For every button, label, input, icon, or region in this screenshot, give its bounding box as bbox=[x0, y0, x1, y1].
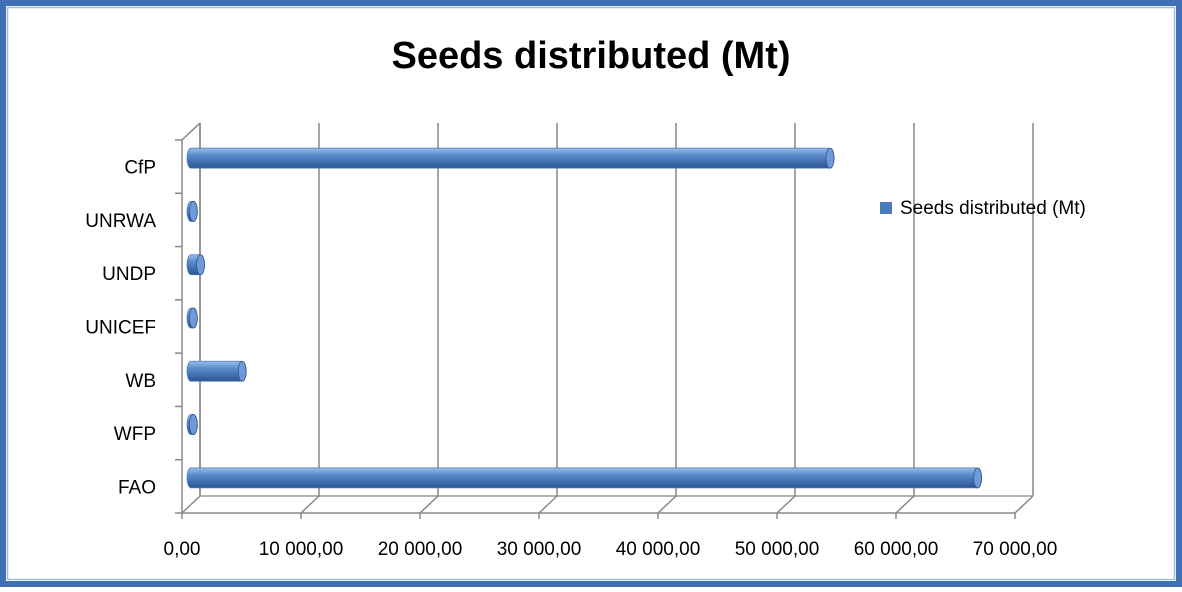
bar-cap bbox=[196, 254, 205, 276]
bar-cap bbox=[825, 147, 835, 169]
legend-label: Seeds distributed (Mt) bbox=[900, 198, 1086, 219]
bar bbox=[186, 467, 982, 489]
y-tick-label: WB bbox=[125, 371, 156, 392]
y-tick-label: FAO bbox=[118, 477, 156, 498]
bar-cap bbox=[237, 360, 247, 382]
x-tick-label: 40 000,00 bbox=[616, 539, 701, 560]
floor-line bbox=[300, 495, 320, 514]
y-tick-label: UNDP bbox=[102, 264, 156, 285]
x-tick-label: 70 000,00 bbox=[973, 539, 1058, 560]
bar bbox=[186, 360, 247, 382]
y-tick-label: UNICEF bbox=[85, 318, 156, 339]
x-tick-label: 60 000,00 bbox=[854, 539, 939, 560]
x-tick-label: 0,00 bbox=[164, 539, 201, 560]
x-tick-label: 30 000,00 bbox=[497, 539, 582, 560]
bar-cap bbox=[188, 307, 198, 329]
bar-cap bbox=[188, 414, 198, 435]
floor-line bbox=[895, 495, 915, 514]
x-tick-label: 50 000,00 bbox=[735, 539, 820, 560]
bar bbox=[186, 147, 835, 169]
frame-inner bbox=[6, 6, 1176, 581]
left-top-depth bbox=[181, 122, 201, 141]
y-tick-label: CfP bbox=[124, 158, 156, 179]
floor-line bbox=[1014, 495, 1034, 514]
x-tick-label: 10 000,00 bbox=[259, 539, 344, 560]
floor-line bbox=[419, 495, 439, 514]
floor-line bbox=[657, 495, 677, 514]
y-tick-label: WFP bbox=[114, 424, 156, 445]
floor-line bbox=[538, 495, 558, 514]
bar-cap bbox=[188, 201, 198, 222]
y-tick-label: UNRWA bbox=[85, 211, 156, 232]
floor-line bbox=[181, 495, 201, 514]
chart-title: Seeds distributed (Mt) bbox=[391, 35, 790, 77]
floor-line bbox=[776, 495, 796, 514]
legend-swatch bbox=[880, 202, 892, 214]
bar-cap bbox=[973, 467, 982, 489]
x-tick-label: 20 000,00 bbox=[378, 539, 463, 560]
